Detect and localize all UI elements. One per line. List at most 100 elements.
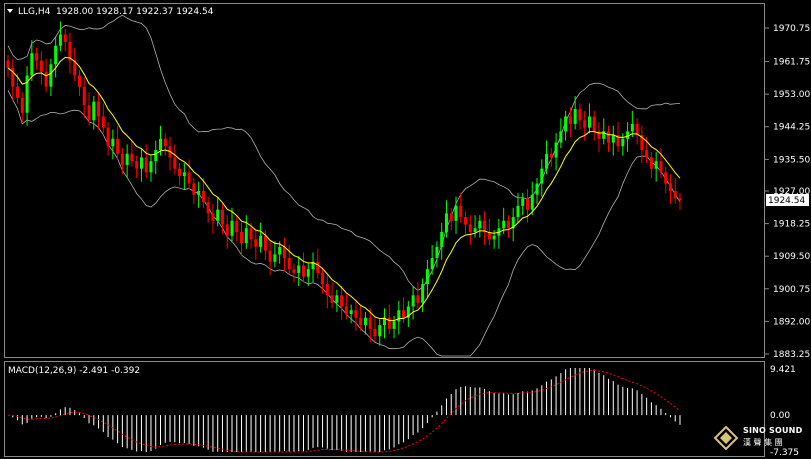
candle-body: [425, 269, 429, 285]
candle-body: [516, 205, 520, 218]
candle-body: [607, 131, 611, 143]
candle-body: [54, 45, 58, 65]
signal-line: [7, 370, 681, 453]
candle-body: [664, 172, 668, 184]
candle-body: [292, 269, 296, 273]
candle-body: [254, 239, 258, 247]
candle-body: [206, 202, 210, 214]
candle-body: [101, 116, 105, 128]
candle-body: [120, 153, 124, 165]
candle-body: [578, 109, 582, 121]
candle-body: [301, 265, 305, 277]
candle-body: [235, 220, 239, 232]
candle-body: [568, 116, 572, 124]
candle-body: [521, 198, 525, 206]
candle-body: [502, 220, 506, 229]
candle-body: [187, 172, 191, 184]
candle-body: [406, 306, 410, 318]
candle-body: [611, 135, 615, 143]
candle-body: [182, 172, 186, 177]
candle-body: [139, 157, 143, 169]
candle-body: [144, 157, 148, 173]
candle-body: [87, 105, 91, 121]
macd-panel-frame: [4, 361, 765, 457]
candle-body: [30, 53, 34, 76]
candles: [6, 21, 682, 346]
macd-title: MACD(12,26,9) -2.491 -0.392: [8, 366, 140, 376]
candle-body: [111, 138, 115, 147]
symbol-label: LLG,H4: [18, 7, 51, 17]
candle-body: [58, 34, 62, 46]
candle-body: [287, 258, 291, 270]
candle-body: [525, 198, 529, 210]
candle-body: [77, 75, 81, 87]
macd-tick-label: 9.421: [770, 365, 796, 375]
candle-body: [163, 138, 167, 147]
candle-body: [316, 261, 320, 273]
candle-body: [411, 295, 415, 307]
candle-body: [506, 220, 510, 229]
candle-body: [125, 153, 129, 165]
price-panel-frame: [4, 3, 765, 358]
candle-body: [135, 161, 139, 169]
candle-body: [39, 60, 43, 72]
candle-body: [535, 183, 539, 195]
price-tick-label: 1883.25: [773, 350, 810, 360]
candle-body: [540, 168, 544, 184]
candle-body: [473, 228, 477, 232]
candle-body: [268, 250, 272, 262]
current-price-tag: [766, 194, 809, 206]
candle-body: [549, 153, 553, 158]
price-tick-label: 1953.00: [773, 90, 810, 100]
candle-body: [459, 205, 463, 218]
candle-body: [159, 138, 163, 151]
candle-body: [430, 258, 434, 270]
candle-body: [573, 109, 577, 124]
candle-body: [378, 325, 382, 337]
candle-body: [6, 60, 10, 69]
symbol-dropdown-icon[interactable]: [7, 9, 13, 13]
candle-body: [464, 217, 468, 225]
candle-body: [259, 235, 263, 247]
price-tick-label: 1927.00: [773, 187, 810, 197]
candle-body: [216, 209, 220, 221]
candle-body: [25, 75, 29, 113]
candle-body: [668, 183, 672, 191]
sinosound-logo-icon: [714, 426, 738, 450]
candle-body: [44, 71, 48, 87]
candle-body: [530, 194, 534, 210]
candle-body: [130, 153, 134, 162]
candle-body: [311, 261, 315, 270]
candle-body: [11, 68, 15, 87]
price-tick-label: 1900.75: [773, 285, 810, 295]
candle-body: [359, 317, 363, 326]
candle-body: [492, 235, 496, 240]
candle-body: [440, 231, 444, 247]
candle-body: [97, 101, 101, 117]
candle-body: [201, 191, 205, 203]
candle-body: [368, 317, 372, 329]
candle-body: [511, 217, 515, 229]
candle-body: [154, 150, 158, 162]
candle-body: [49, 64, 53, 87]
price-tick-label: 1935.50: [773, 155, 810, 165]
candle-body: [192, 183, 196, 195]
candle-body: [592, 116, 596, 132]
price-tick-label: 1892.00: [773, 317, 810, 327]
candle-body: [92, 101, 96, 121]
candle-body: [106, 127, 110, 147]
candle-body: [454, 205, 458, 221]
bollinger-bands: [7, 14, 681, 357]
candle-body: [278, 246, 282, 255]
candle-body: [478, 220, 482, 229]
candle-body: [225, 224, 229, 236]
candle-body: [344, 306, 348, 314]
macd-tick-label: -7.375: [770, 448, 799, 458]
candle-body: [659, 161, 663, 173]
candle-body: [626, 131, 630, 139]
candle-body: [487, 231, 491, 240]
candle-body: [597, 131, 601, 139]
candle-body: [16, 86, 20, 98]
macd-signal-line: [7, 370, 681, 453]
candle-body: [564, 116, 568, 132]
